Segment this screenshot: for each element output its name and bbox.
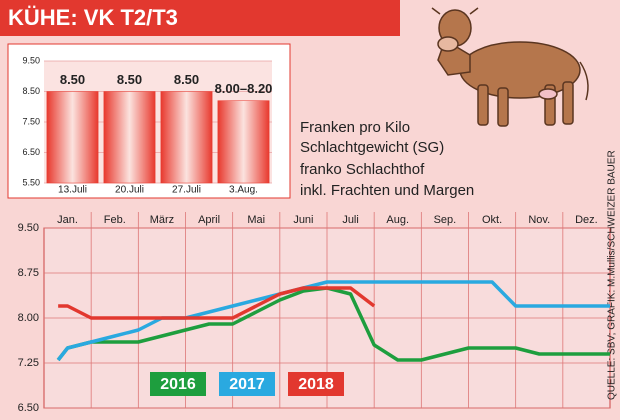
- legend-swatch: [219, 372, 275, 396]
- x-tick-label: Juni: [293, 214, 313, 226]
- legend-label: 2016: [160, 376, 196, 393]
- legend-label: 2018: [298, 376, 334, 393]
- legend-swatch: [288, 372, 344, 396]
- x-tick-label: Feb.: [104, 214, 126, 226]
- y-tick-label: 7.50: [22, 116, 40, 126]
- description-line: Franken pro Kilo: [300, 119, 410, 136]
- x-tick-label: Okt.: [482, 214, 502, 226]
- value-label: 8.50: [174, 72, 199, 87]
- source: QUELLE: SBV; GRAFIK: M.Mullis/SCHWEIZER …: [607, 150, 618, 400]
- bar: [160, 91, 213, 184]
- x-tick-label: 27.Juli: [172, 185, 201, 196]
- x-tick-label: Dez.: [575, 214, 598, 226]
- x-tick-label: Nov.: [528, 214, 550, 226]
- value-label: 8.50: [60, 72, 85, 87]
- x-tick-label: 20.Juli: [115, 185, 144, 196]
- line: [58, 286, 376, 320]
- title-band: [0, 0, 400, 36]
- value-label: 8.00–8.20: [215, 81, 273, 96]
- x-tick-label: März: [150, 214, 174, 226]
- cow: [431, 7, 589, 127]
- x-tick-label: Aug.: [386, 214, 409, 226]
- line: [56, 280, 610, 362]
- description-line: Schlachtgewicht (SG): [300, 139, 444, 156]
- x-tick-label: Sep.: [434, 214, 457, 226]
- x-tick-label: 13.Juli: [58, 185, 87, 196]
- y-tick-label: 8.00: [18, 312, 39, 324]
- description-line: inkl. Frachten und Margen: [300, 182, 474, 199]
- description-line: franko Schlachthof: [300, 161, 425, 178]
- x-tick-label: April: [198, 214, 220, 226]
- y-tick-label: 8.75: [18, 267, 39, 279]
- value-label: 8.50: [117, 72, 142, 87]
- y-tick-label: 9.50: [22, 55, 40, 65]
- y-tick-label: 7.25: [18, 357, 39, 369]
- x-tick-label: Juli: [342, 214, 359, 226]
- x-tick-label: 3.Aug.: [229, 185, 258, 196]
- title: KÜHE: VK T2/T3: [8, 5, 178, 30]
- legend-swatch: [150, 372, 206, 396]
- y-tick-label: 6.50: [22, 147, 40, 157]
- y-tick-label: 6.50: [18, 402, 39, 414]
- legend-label: 2017: [229, 376, 265, 393]
- bar: [46, 91, 99, 184]
- bar: [217, 100, 270, 184]
- bar: [103, 91, 156, 184]
- x-tick-label: Jan.: [57, 214, 78, 226]
- x-tick-label: Mai: [247, 214, 265, 226]
- y-tick-label: 9.50: [18, 222, 39, 234]
- y-tick-label: 8.50: [22, 86, 40, 96]
- y-tick-label: 5.50: [22, 177, 40, 187]
